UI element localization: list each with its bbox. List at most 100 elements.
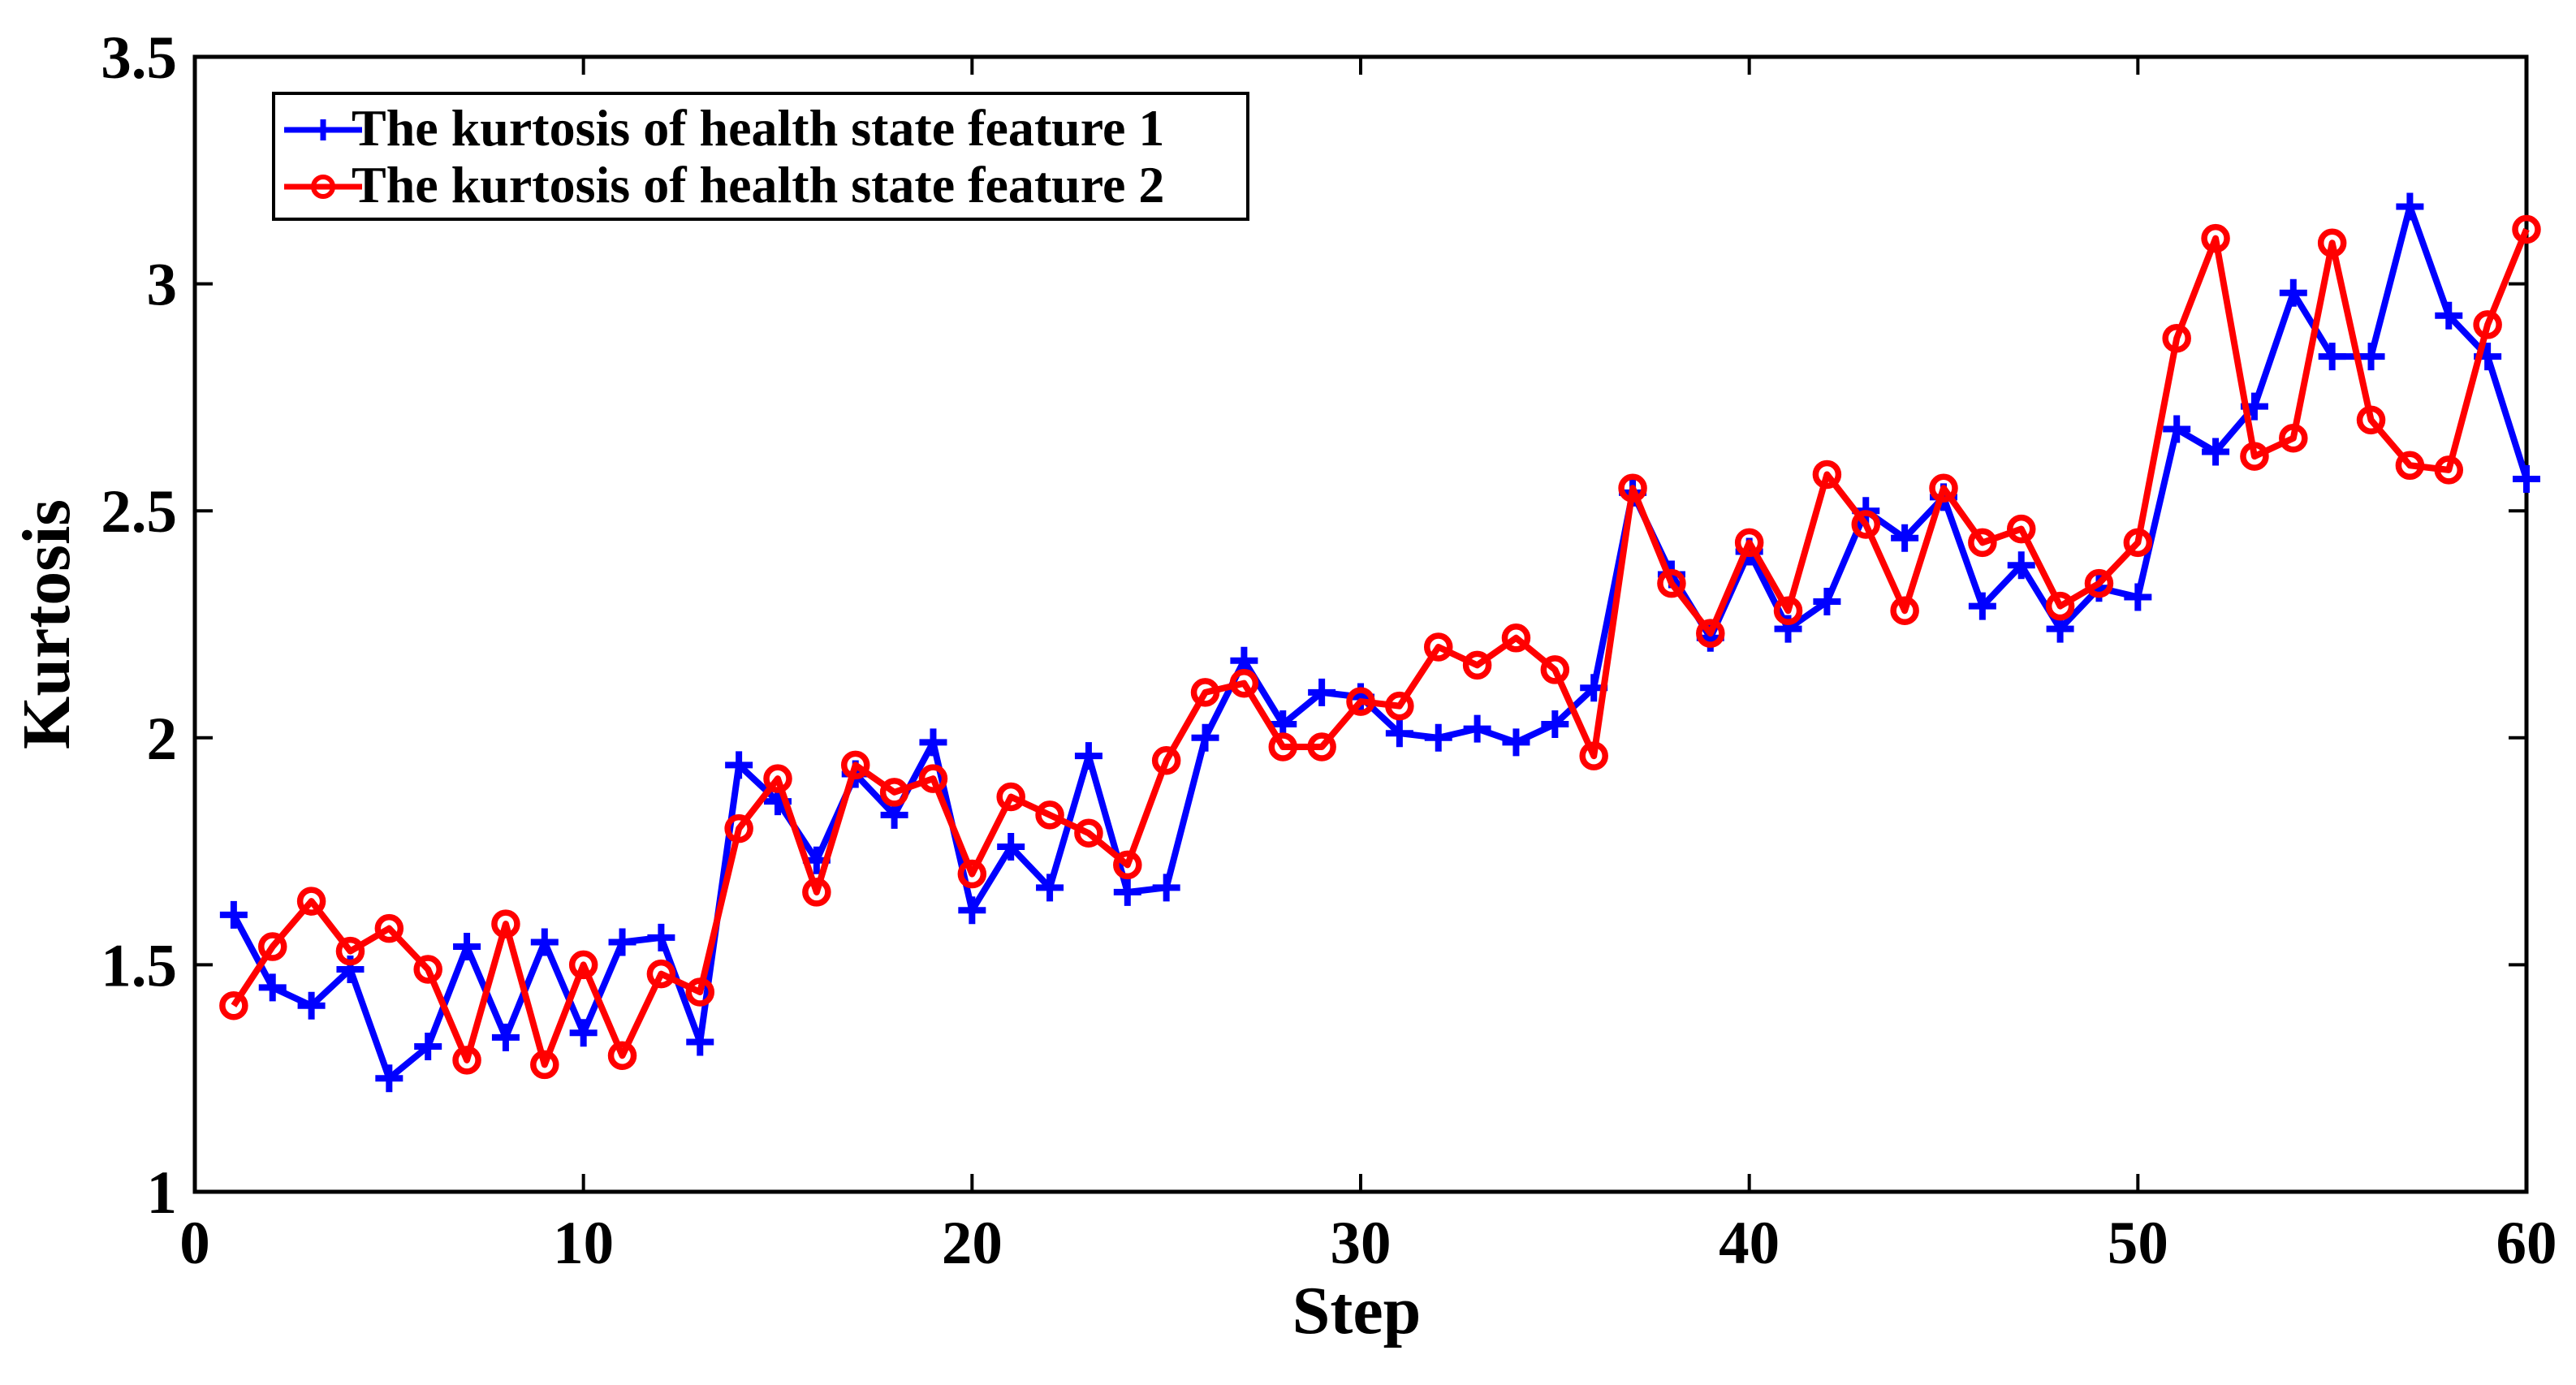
marker-plus [2279,278,2307,307]
x-tick-label: 20 [942,1210,1003,1277]
marker-plus [530,928,559,956]
marker-circle [840,750,870,780]
marker-circle [2395,451,2425,481]
marker-circle [724,813,753,844]
x-axis-label: Step [1292,1273,1422,1348]
marker-circle [1229,668,1259,698]
marker-circle [568,950,598,980]
y-tick-label: 2.5 [101,478,177,546]
marker-plus [958,896,986,925]
marker-plus [647,923,675,951]
marker-plus [491,1023,520,1051]
marker-circle [296,887,326,916]
marker-circle [1851,510,1881,539]
marker-circle [2317,228,2347,258]
marker-plus [414,1033,442,1061]
x-tick-label: 40 [1719,1210,1780,1277]
marker-circle [957,859,987,889]
marker-circle [2084,568,2114,598]
marker-circle [2045,591,2075,621]
marker-circle [257,932,287,961]
marker-circle [996,782,1025,812]
marker-circle [1657,568,1686,598]
marker-plus [997,833,1025,861]
marker-plus [569,1019,598,1047]
marker-plus [1308,678,1336,706]
marker-plus [219,900,248,929]
marker-plus [2318,343,2346,371]
marker-circle [2201,223,2230,253]
marker-plus [375,1064,403,1093]
marker-circle [646,959,676,989]
marker-plus [1385,719,1413,748]
series-line-2 [231,227,2530,1068]
marker-plus [2124,583,2152,611]
marker-circle [491,909,520,938]
legend-marker-circle [311,175,335,199]
y-tick-label: 1.5 [101,932,177,999]
marker-circle [1074,818,1103,848]
marker-circle [2356,405,2386,435]
marker-plus [1424,723,1452,752]
marker-plus [1463,714,1491,743]
marker-plus [258,973,287,1002]
marker-circle [1929,473,1958,503]
legend-box [272,92,1249,221]
plot-border [192,54,2529,1194]
y-tick-label: 2 [147,705,178,773]
marker-plus [1541,710,1569,739]
marker-circle [1423,632,1453,662]
legend-item-2-label: The kurtosis of health state feature 2 [352,156,1165,214]
marker-circle [1501,623,1531,653]
marker-plus [1968,592,1996,620]
y-tick-label: 1 [147,1159,178,1227]
marker-circle [452,1046,481,1075]
marker-plus [2396,192,2424,221]
marker-circle [607,1041,637,1070]
marker-plus [1502,728,1530,757]
marker-circle [2006,514,2036,544]
marker-circle [1968,528,1997,558]
marker-plus [1036,874,1064,902]
y-tick-label: 3.5 [101,24,177,92]
marker-circle [1385,691,1414,721]
marker-circle [1696,619,1725,648]
x-tick-label: 60 [2496,1210,2557,1277]
marker-plus [2163,415,2191,443]
marker-circle [1579,741,1608,770]
marker-circle [219,990,248,1020]
marker-plus [2357,343,2385,371]
marker-circle [1773,596,1803,625]
marker-circle [2240,442,2269,471]
marker-plus [608,928,636,956]
legend-item-1-label: The kurtosis of health state feature 1 [352,99,1165,157]
marker-circle [374,913,404,943]
marker-plus [1813,588,1841,616]
marker-circle [2434,455,2464,485]
marker-circle [802,878,831,907]
marker-circle [2473,310,2502,339]
marker-circle [879,778,909,807]
y-axis-label: Kurtosis [9,498,84,750]
marker-circle [1734,528,1764,558]
marker-circle [918,764,948,793]
marker-circle [335,936,365,966]
marker-plus [2202,438,2230,466]
x-tick-label: 0 [179,1210,210,1277]
marker-circle [1618,473,1647,503]
marker-circle [1190,678,1220,707]
marker-plus [1152,874,1180,902]
marker-circle [2512,214,2541,244]
marker-plus [453,933,481,961]
marker-plus [2435,301,2463,330]
legend-marker-plus [313,119,334,140]
marker-circle [1035,800,1064,830]
marker-circle [1113,850,1142,880]
marker-circle [2279,423,2308,453]
marker-plus [1191,723,1219,752]
marker-circle [1462,650,1492,680]
marker-plus [1074,742,1102,770]
marker-circle [1151,746,1181,775]
